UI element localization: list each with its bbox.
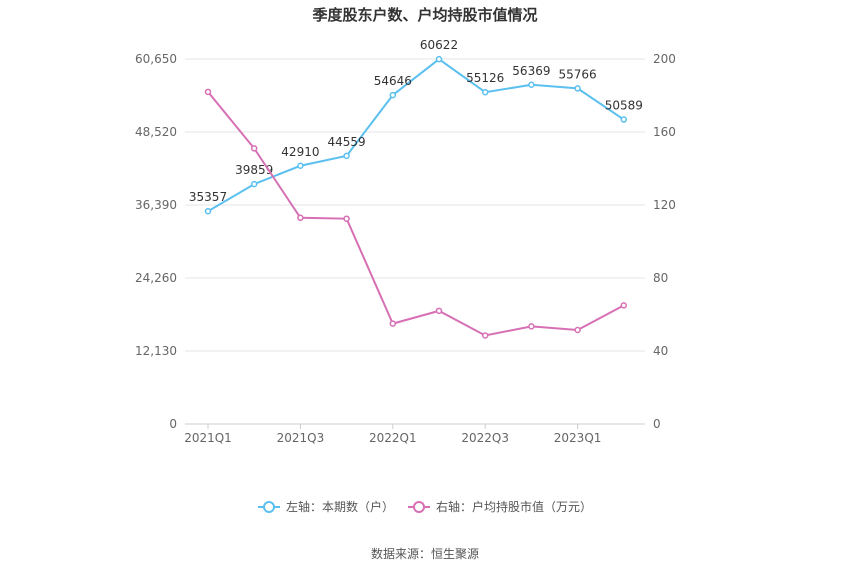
- legend-marker: [263, 501, 275, 513]
- point-avg-value: [389, 320, 397, 327]
- x-axis-tick-label: 2021Q1: [184, 431, 232, 445]
- data-label: 44559: [328, 135, 366, 149]
- x-axis-tick-label: 2022Q1: [369, 431, 417, 445]
- legend-marker: [413, 501, 425, 513]
- left-axis-tick-label: 24,260: [135, 271, 177, 285]
- left-axis-tick-label: 60,650: [135, 52, 177, 66]
- right-axis-tick-label: 80: [653, 271, 668, 285]
- point-households: [297, 162, 304, 170]
- left-axis-tick-label: 12,130: [135, 344, 177, 358]
- data-label: 54646: [374, 74, 412, 88]
- data-label: 39859: [235, 163, 273, 177]
- data-label: 55766: [559, 67, 597, 81]
- data-label: 50589: [605, 99, 643, 113]
- x-axis-tick-label: 2022Q3: [461, 431, 509, 445]
- right-axis-tick-label: 0: [653, 417, 661, 431]
- data-label: 55126: [466, 71, 504, 85]
- left-axis-tick-label: 36,390: [135, 198, 177, 212]
- point-avg-value: [297, 214, 304, 222]
- point-households: [574, 85, 581, 92]
- point-households: [250, 180, 258, 188]
- x-axis-tick-label: 2023Q1: [554, 431, 602, 445]
- x-axis-tick-label: 2021Q3: [277, 431, 325, 445]
- point-avg-value: [528, 323, 535, 330]
- point-households: [343, 152, 350, 160]
- source-note: 数据来源：恒生聚源: [370, 547, 479, 561]
- left-axis-tick-label: 48,520: [135, 125, 177, 139]
- right-axis-tick-label: 120: [653, 198, 676, 212]
- right-axis-tick-label: 160: [653, 125, 676, 139]
- right-axis-tick-label: 40: [653, 344, 668, 358]
- data-label: 56369: [512, 64, 550, 78]
- chart-title: 季度股东户数、户均持股市值情况: [312, 6, 538, 24]
- right-axis-tick-label: 200: [653, 52, 676, 66]
- point-avg-value: [574, 326, 581, 334]
- point-households: [389, 91, 397, 99]
- point-households: [435, 55, 443, 63]
- data-label: 35357: [189, 190, 227, 204]
- point-households: [204, 207, 212, 215]
- point-avg-value: [620, 302, 628, 309]
- left-axis-tick-label: 0: [169, 417, 177, 431]
- point-avg-value: [343, 215, 350, 222]
- point-households: [481, 88, 489, 96]
- series-line-avg-value: [207, 91, 625, 337]
- point-avg-value: [435, 307, 443, 315]
- point-households: [528, 81, 535, 89]
- point-avg-value: [481, 332, 489, 339]
- series-line-households: [207, 57, 625, 213]
- point-households: [620, 116, 628, 123]
- data-label: 42910: [281, 145, 319, 159]
- legend-label: 左轴：本期数（户）: [286, 499, 394, 514]
- data-label: 60622: [420, 38, 458, 52]
- point-avg-value: [250, 145, 258, 152]
- dual-axis-line-chart: 0 12,130 24,260 36,390 48,520 60,650 0 40 80 120 1…: [135, 38, 676, 514]
- point-avg-value: [204, 88, 212, 96]
- legend-label: 右轴：户均持股市值（万元）: [436, 499, 592, 514]
